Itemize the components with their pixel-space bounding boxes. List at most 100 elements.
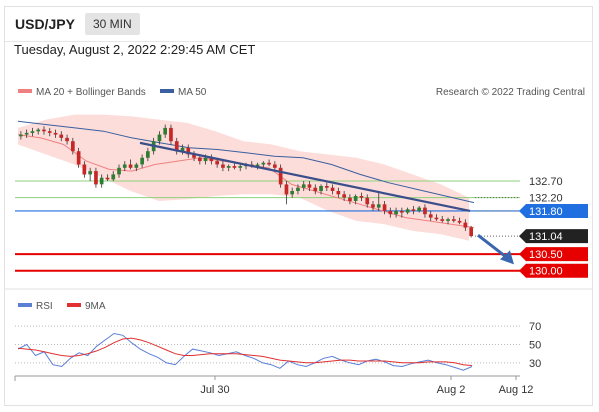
candle-body bbox=[342, 194, 346, 198]
candle-body bbox=[290, 191, 294, 195]
candle-body bbox=[209, 157, 214, 162]
candle-body bbox=[457, 220, 462, 223]
candle-body bbox=[111, 174, 116, 180]
candle-body bbox=[382, 204, 387, 211]
candle-body bbox=[174, 141, 179, 152]
rsi-tick-label: 30 bbox=[529, 358, 541, 370]
candle-body bbox=[134, 164, 139, 168]
candle-body bbox=[221, 164, 225, 168]
candle-body bbox=[232, 166, 237, 168]
bollinger-band bbox=[18, 114, 469, 241]
ma-bb-legend-swatch bbox=[18, 89, 32, 93]
candle-body bbox=[423, 207, 427, 215]
chart-frame: USD/JPY 30 MIN bbox=[4, 6, 593, 406]
price-tag-last bbox=[519, 229, 588, 244]
rsi-legend-swatch bbox=[18, 303, 32, 307]
candle-body bbox=[278, 167, 283, 185]
candle-body bbox=[261, 162, 266, 165]
candle-body bbox=[88, 171, 92, 175]
candle-body bbox=[238, 166, 243, 168]
price-tag-support bbox=[519, 247, 588, 262]
candle-body bbox=[371, 204, 375, 208]
rsi-line bbox=[17, 332, 473, 371]
ma-bb-legend-label: MA 20 + Bollinger Bands bbox=[36, 87, 146, 98]
candle-body bbox=[203, 157, 208, 162]
price-tag-label: 131.04 bbox=[529, 231, 563, 243]
candle-body bbox=[215, 161, 219, 165]
ma50-legend-label: MA 50 bbox=[178, 87, 207, 98]
candle-body bbox=[394, 210, 398, 215]
rsi-plot: 70 50 30 bbox=[15, 321, 541, 371]
candle-body bbox=[301, 184, 306, 188]
candle-body bbox=[273, 164, 277, 168]
rsi-tick-label: 50 bbox=[529, 340, 541, 352]
candle-body bbox=[192, 154, 196, 158]
candle-body bbox=[405, 209, 410, 213]
rsi-tick-label: 70 bbox=[529, 321, 541, 333]
ma50-legend-swatch bbox=[160, 89, 174, 93]
price-tag-label: 130.50 bbox=[529, 249, 563, 261]
candle-body bbox=[348, 197, 352, 201]
candle-body bbox=[169, 127, 173, 142]
candle-body bbox=[186, 147, 191, 155]
candle-body bbox=[42, 129, 46, 132]
candle-body bbox=[24, 132, 29, 135]
candle-body bbox=[284, 184, 289, 195]
candle-body bbox=[140, 157, 144, 165]
ma9-legend-label: 9MA bbox=[85, 301, 106, 312]
rsi-legend-label: RSI bbox=[36, 301, 53, 312]
candle-body bbox=[307, 184, 312, 188]
candle-body bbox=[226, 166, 231, 168]
candle-body bbox=[99, 177, 104, 185]
candle-body bbox=[469, 227, 473, 237]
candle-body bbox=[400, 210, 404, 213]
candle-body bbox=[117, 167, 121, 175]
price-tag-pivot bbox=[519, 203, 588, 218]
candle-body bbox=[19, 134, 23, 137]
price-tag-label: 130.00 bbox=[529, 266, 563, 278]
candle-body bbox=[36, 129, 41, 132]
candle-body bbox=[463, 222, 468, 228]
ma9-legend-swatch bbox=[67, 303, 81, 307]
candle-body bbox=[319, 186, 323, 191]
x-tick-label: Jul 30 bbox=[200, 384, 229, 396]
candle-body bbox=[440, 219, 445, 221]
timeframe-badge[interactable]: 30 MIN bbox=[85, 13, 140, 35]
candle-body bbox=[267, 162, 271, 165]
candle-body bbox=[76, 151, 81, 165]
candle-body bbox=[359, 196, 364, 198]
x-tick-label: Aug 12 bbox=[499, 384, 534, 396]
candle-body bbox=[105, 177, 110, 180]
ma50-line bbox=[17, 120, 475, 204]
candle-body bbox=[296, 187, 300, 191]
resistance-label: 132.70 bbox=[529, 176, 563, 188]
candle-body bbox=[198, 157, 202, 162]
downtrend-line bbox=[139, 141, 471, 213]
candle-body bbox=[313, 187, 318, 191]
candle-body bbox=[94, 171, 98, 185]
candle-body bbox=[365, 197, 370, 205]
x-tick-label: Aug 2 bbox=[437, 384, 466, 396]
candle-body bbox=[336, 191, 341, 195]
candle-body bbox=[434, 217, 439, 220]
candle-body bbox=[376, 204, 381, 208]
ma9-line bbox=[17, 337, 473, 367]
candle-body bbox=[417, 207, 421, 211]
forecast-arrow-shaft bbox=[477, 233, 509, 260]
candle-body bbox=[428, 214, 433, 218]
candle-body bbox=[446, 219, 450, 221]
chart-datetime: Tuesday, August 2, 2022 2:29:45 AM CET bbox=[14, 42, 256, 57]
candle-body bbox=[411, 209, 416, 211]
candle-body bbox=[353, 196, 358, 201]
candle-body bbox=[128, 164, 133, 168]
candle-body bbox=[180, 147, 185, 152]
chart-header: USD/JPY 30 MIN bbox=[5, 7, 592, 42]
candle-body bbox=[330, 187, 335, 191]
candle-body bbox=[452, 219, 456, 221]
candle-body bbox=[71, 141, 75, 152]
candle-body bbox=[65, 137, 69, 142]
candle-body bbox=[157, 134, 162, 142]
candle-body bbox=[163, 127, 167, 135]
